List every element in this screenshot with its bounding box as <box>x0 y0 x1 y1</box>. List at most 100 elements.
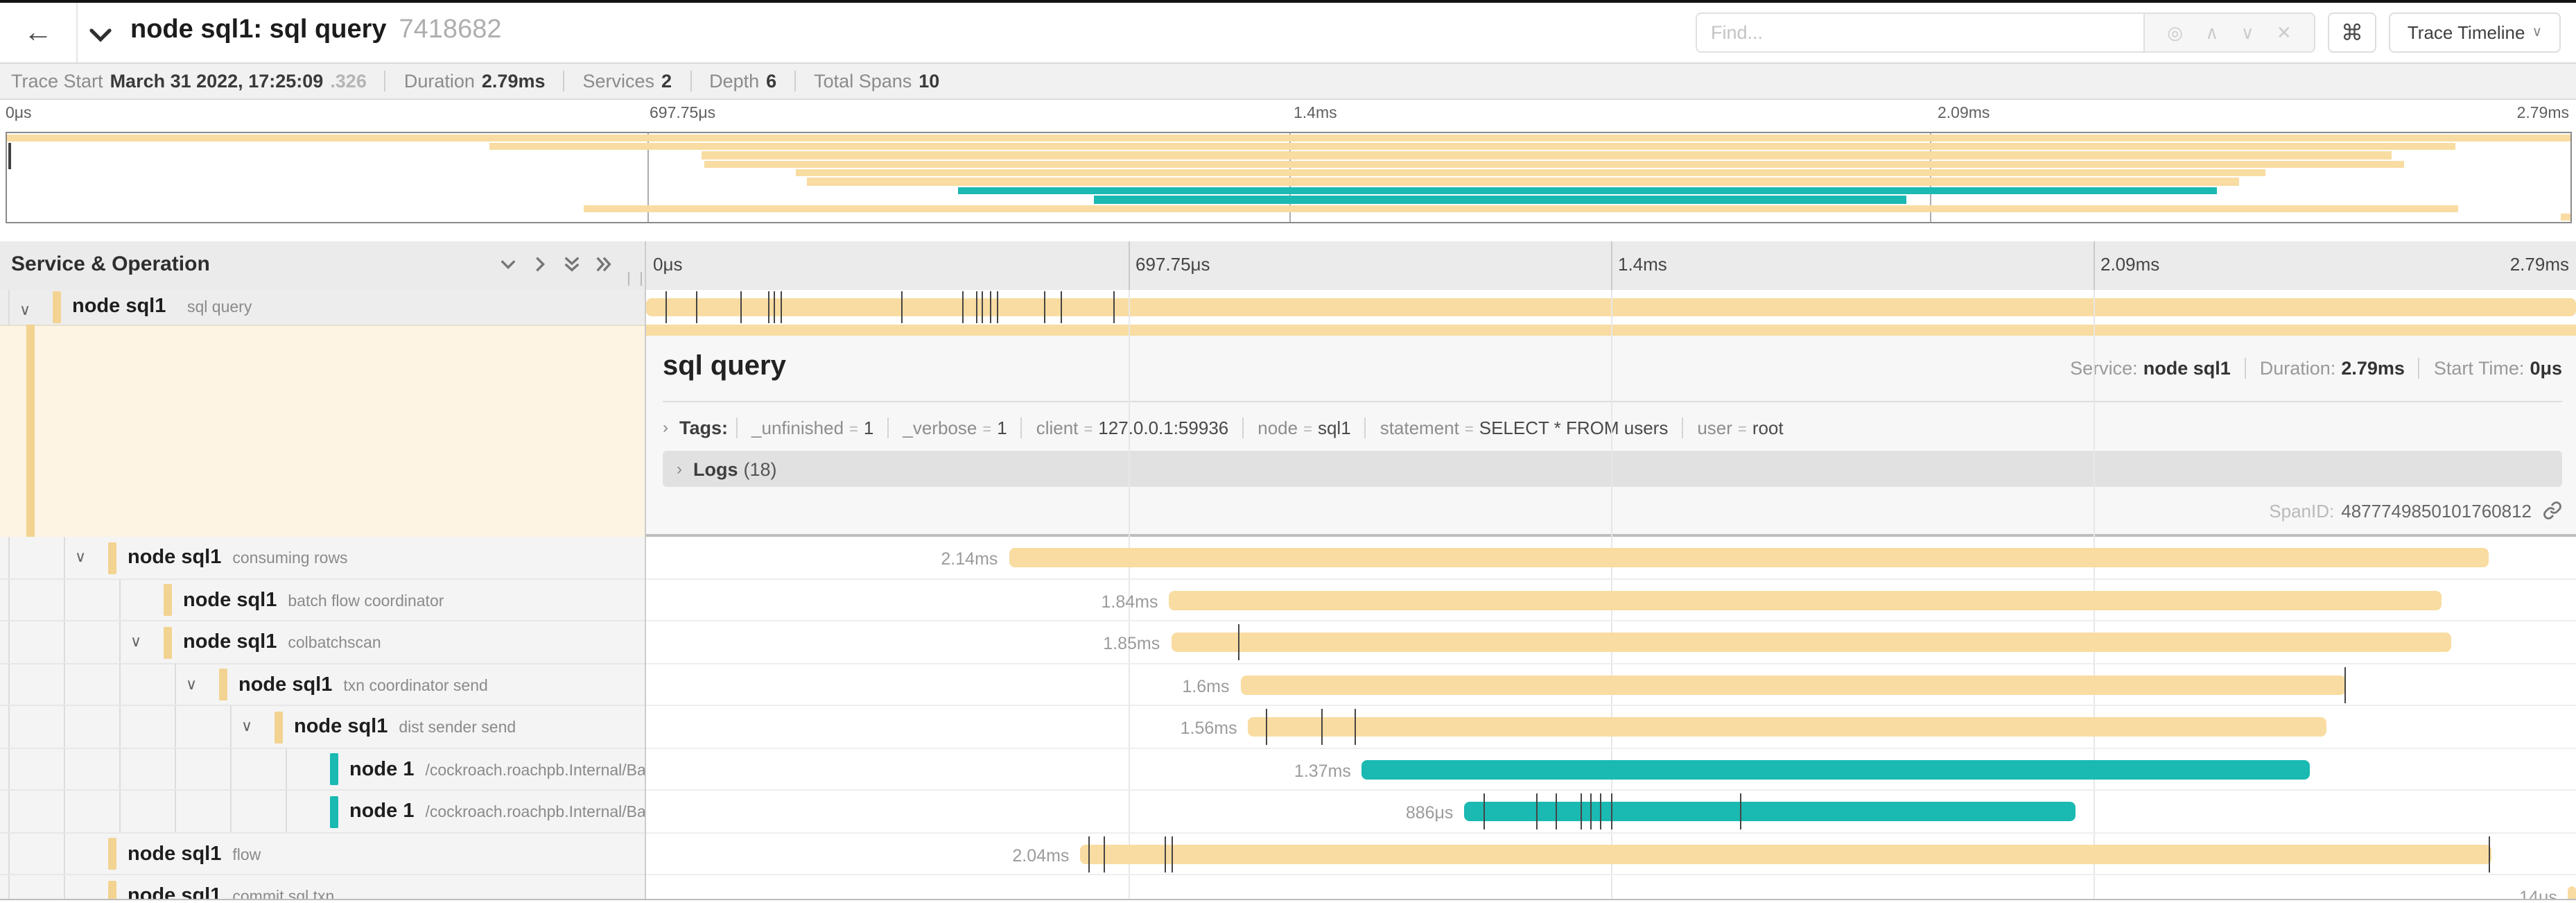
timeline-gridline <box>1129 290 1130 899</box>
minimap-canvas[interactable] <box>6 132 2572 223</box>
indent-guide <box>175 791 176 832</box>
selected-span-indent-fill <box>0 325 645 537</box>
match-target-icon[interactable]: ◎ <box>2167 22 2183 42</box>
minimap-span-row <box>7 204 2570 213</box>
clear-find-icon[interactable]: ✕ <box>2276 22 2292 42</box>
find-input[interactable] <box>1696 12 2145 53</box>
panel-resize-grip[interactable] <box>628 272 642 286</box>
ruler-tick-label: 697.75μs <box>1135 254 1210 275</box>
indent-guide <box>8 791 10 832</box>
expand-all-icon[interactable] <box>595 255 613 273</box>
trace-id: 7418682 <box>399 15 502 44</box>
log-marker-tick <box>1165 836 1167 872</box>
minimap-span-bar <box>796 169 2265 177</box>
span-duration-label: 1.37ms <box>1294 761 1351 780</box>
timeline-span-row[interactable]: 1.85ms <box>646 621 2576 664</box>
chevron-down-icon[interactable]: ∨ <box>130 634 142 651</box>
tree-row[interactable]: node sql1 batch flow coordinator <box>0 579 645 621</box>
minimap-span-row <box>7 178 2570 187</box>
timeline-span-row[interactable]: 1.6ms <box>646 664 2576 706</box>
tree-row-sql-query[interactable]: ∨ node sql1 sql query <box>0 290 645 326</box>
minimap-viewport-handle[interactable] <box>8 143 11 169</box>
chevron-down-icon[interactable]: ∨ <box>19 302 31 319</box>
indent-guide <box>230 791 232 832</box>
timeline-span-row[interactable]: 1.84ms <box>646 579 2576 621</box>
log-marker-tick <box>976 291 978 323</box>
tree-row[interactable]: ∨ node sql1 dist sender send <box>0 706 645 748</box>
trace-collapse-chevron-icon[interactable] <box>89 25 112 50</box>
timeline-span-row[interactable]: 1.56ms <box>646 706 2576 748</box>
tree-row[interactable]: ∨ node sql1 txn coordinator send <box>0 664 645 706</box>
back-button[interactable]: ← <box>0 3 78 62</box>
tree-row[interactable]: node 1/cockroach.roachpb.Internal/Batch <box>0 791 668 833</box>
log-marker-tick <box>1611 793 1612 829</box>
tree-row[interactable]: ∨ node sql1 colbatchscan <box>0 621 645 664</box>
collapse-all-icon[interactable] <box>563 255 581 273</box>
span-bar[interactable] <box>1248 717 2327 737</box>
summary-item: Trace Start March 31 2022, 17:25:09.326 <box>11 71 367 92</box>
indent-guide <box>286 791 287 832</box>
ruler-gridline <box>1611 241 1612 290</box>
chevron-down-icon[interactable]: ∨ <box>186 676 198 693</box>
service-operation-title: Service & Operation <box>11 252 210 276</box>
logs-label: Logs <box>693 458 738 479</box>
minimap-span-bar <box>7 134 2570 141</box>
indent-guide <box>8 579 10 620</box>
span-duration-label: 1.56ms <box>1180 719 1237 738</box>
tags-accordion[interactable]: › Tags: _unfinished = 1 _verbose = 1 client = 12… <box>663 412 2562 442</box>
indent-guide <box>119 664 121 705</box>
span-bar[interactable] <box>2568 886 2576 899</box>
span-bar[interactable] <box>1080 844 2491 863</box>
logs-accordion[interactable]: › Logs (18) <box>663 451 2562 487</box>
span-bar[interactable] <box>1169 590 2442 610</box>
back-arrow-icon: ← <box>24 16 53 48</box>
timeline-span-row[interactable]: 2.14ms <box>646 537 2576 579</box>
minimap-span-row <box>7 187 2570 196</box>
log-marker-tick <box>665 291 667 323</box>
tree-row[interactable]: node sql1 commit sql txn <box>0 875 645 899</box>
minimap-span-bar <box>704 160 2404 169</box>
indent-guide <box>119 748 121 789</box>
indent-guide <box>119 706 121 747</box>
minimap-tick-label: 2.79ms <box>2516 105 2569 122</box>
view-selector-button[interactable]: Trace Timeline ∨ <box>2389 12 2561 53</box>
detail-meta-item: Start Time: 0μs <box>2418 358 2562 379</box>
prev-match-icon[interactable]: ∧ <box>2205 22 2219 42</box>
span-bar[interactable] <box>1464 802 2076 821</box>
span-bar[interactable] <box>1361 759 2310 779</box>
timeline-span-row[interactable]: 2.04ms <box>646 833 2576 875</box>
log-marker-tick <box>997 291 999 323</box>
chevron-down-icon[interactable]: ∨ <box>75 549 87 566</box>
tree-row[interactable]: node sql1 flow <box>0 833 645 875</box>
tags-label: Tags: <box>679 417 729 438</box>
tree-row[interactable]: ∨ node sql1 consuming rows <box>0 537 645 579</box>
span-service: node sql1 commit sql txn <box>128 885 334 899</box>
summary-item: Depth 6 <box>690 71 794 92</box>
chevron-down-icon[interactable]: ∨ <box>241 719 253 735</box>
deep-link-icon[interactable] <box>2543 501 2562 520</box>
span-operation: sql query <box>187 300 252 316</box>
span-bar[interactable] <box>1240 675 2347 694</box>
span-bar[interactable] <box>1009 548 2489 567</box>
timeline-span-row[interactable]: 1.37ms <box>646 748 2576 791</box>
tag-item: node = sql1 <box>1242 417 1364 438</box>
span-bar[interactable] <box>1171 633 2451 652</box>
log-marker-tick <box>2344 666 2346 703</box>
collapse-one-icon[interactable] <box>499 255 517 273</box>
span-service: node sql1 colbatchscan <box>183 631 381 653</box>
panel-divider[interactable] <box>645 241 646 899</box>
timeline-span-row[interactable]: 14μs <box>646 875 2576 899</box>
indent-guide <box>230 748 232 789</box>
summary-item: Duration 2.79ms <box>384 71 564 92</box>
indent-guide <box>64 706 65 747</box>
minimap-gridline <box>1289 133 1290 222</box>
minimap-span-row <box>7 213 2570 222</box>
tree-row[interactable]: node 1/cockroach.roachpb.Internal/Batch <box>0 748 668 791</box>
minimap-gridline <box>1929 133 1931 222</box>
timeline-span-row[interactable]: 886μs <box>646 791 2576 833</box>
indent-guide <box>286 748 287 789</box>
find-group: ◎ ∧ ∨ ✕ <box>1696 12 2315 53</box>
keyboard-shortcuts-button[interactable]: ⌘ <box>2328 12 2376 53</box>
next-match-icon[interactable]: ∨ <box>2240 22 2254 42</box>
expand-one-icon[interactable] <box>531 255 549 273</box>
